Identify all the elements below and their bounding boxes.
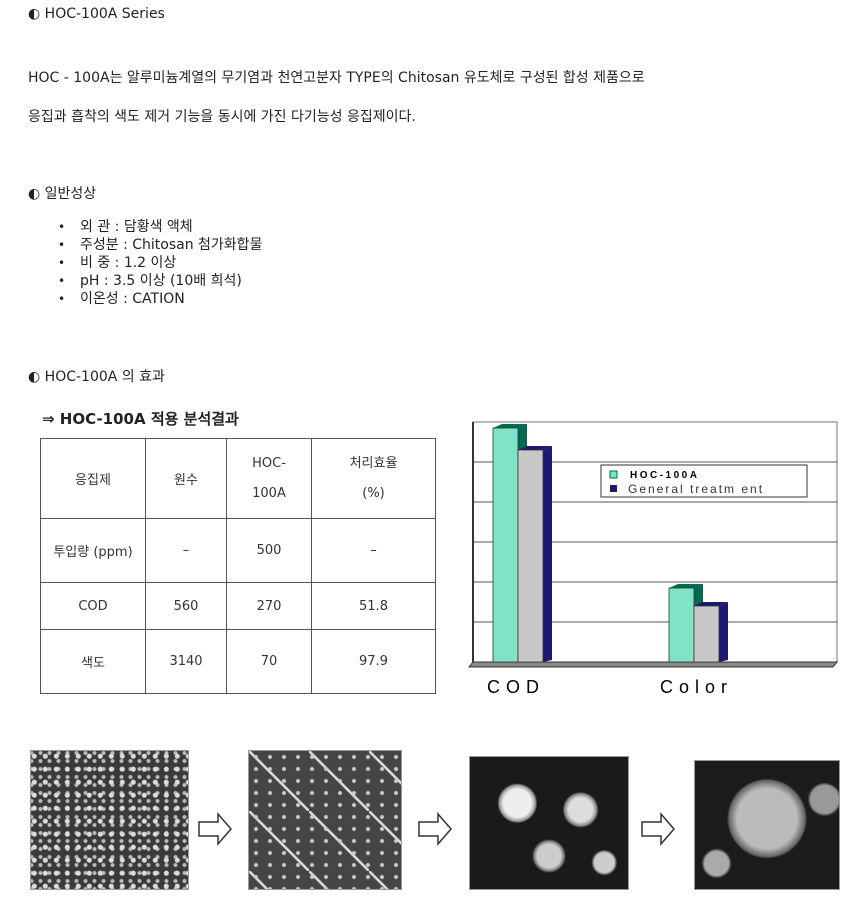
table-cell: 500: [226, 518, 312, 583]
x-tick-label: COD: [487, 677, 545, 697]
micrograph-3: [469, 756, 629, 890]
bar: [693, 605, 720, 663]
intro-paragraph-2: 응집과 흡착의 색도 제거 기능을 동시에 가진 다기능성 응집제이다.: [28, 109, 416, 125]
micrograph-4: [694, 760, 840, 890]
legend-swatch-general: [610, 485, 617, 492]
list-item: 비 중 : 1.2 이상: [58, 254, 262, 272]
legend: HOC-100A General treatm ent: [600, 464, 808, 498]
bar: [668, 587, 695, 663]
bar-side: [719, 602, 728, 662]
bar-top: [694, 602, 728, 606]
micrograph-2: [248, 750, 402, 890]
arrow-right-icon: [641, 812, 675, 846]
list-item: 외 관 : 담황색 액체: [58, 218, 262, 236]
bar-side: [543, 446, 552, 662]
legend-swatch-hoc: [609, 470, 618, 479]
table-cell: –: [311, 518, 436, 583]
table-cell: 51.8: [311, 582, 436, 630]
bar: [492, 427, 519, 663]
bar-top: [669, 584, 703, 588]
table-cell: 270: [226, 582, 312, 630]
bar-top: [493, 424, 527, 428]
table-header: 원수: [145, 438, 227, 519]
table-cell: –: [145, 518, 227, 583]
legend-label: HOC-100A: [630, 470, 699, 481]
table-cell: 색도: [40, 629, 146, 694]
x-tick-label: Color: [660, 677, 733, 697]
intro-paragraph-1: HOC - 100A는 알루미늄계열의 무기염과 천연고분자 TYPE의 Chi…: [28, 70, 645, 86]
table-header: 응집제: [40, 438, 146, 519]
arrow-right-icon: [198, 812, 232, 846]
micrograph-1: [30, 750, 189, 890]
section-title-effect: ◐ HOC-100A 의 효과: [28, 369, 165, 385]
table-cell: COD: [40, 582, 146, 630]
chart-floor: [467, 661, 839, 668]
legend-label: General treatm ent: [628, 482, 764, 496]
bar: [517, 449, 544, 663]
list-item: pH : 3.5 이상 (10배 희석): [58, 272, 262, 290]
table-cell: 97.9: [311, 629, 436, 694]
section-title-series: ◐ HOC-100A Series: [28, 6, 165, 22]
table-header: HOC- 100A: [226, 438, 312, 519]
bar-top: [518, 446, 552, 450]
table-cell: 3140: [145, 629, 227, 694]
properties-list: 외 관 : 담황색 액체 주성분 : Chitosan 첨가화합물 비 중 : …: [58, 218, 262, 308]
list-item: 이온성 : CATION: [58, 290, 262, 308]
table-header: 처리효율 (%): [311, 438, 436, 519]
list-item: 주성분 : Chitosan 첨가화합물: [58, 236, 262, 254]
table-cell: 투입량 (ppm): [40, 518, 146, 583]
section-title-properties: ◐ 일반성상: [28, 186, 97, 202]
table-cell: 70: [226, 629, 312, 694]
table-cell: 560: [145, 582, 227, 630]
analysis-table: 응집제 원수 HOC- 100A 처리효율 (%) 투입량 (ppm) – 500 …: [40, 438, 436, 694]
table-title: ⇒ HOC-100A 적용 분석결과: [42, 410, 239, 428]
bar-chart: HOC-100A General treatm ent COD Color: [467, 421, 839, 697]
arrow-right-icon: [418, 812, 452, 846]
